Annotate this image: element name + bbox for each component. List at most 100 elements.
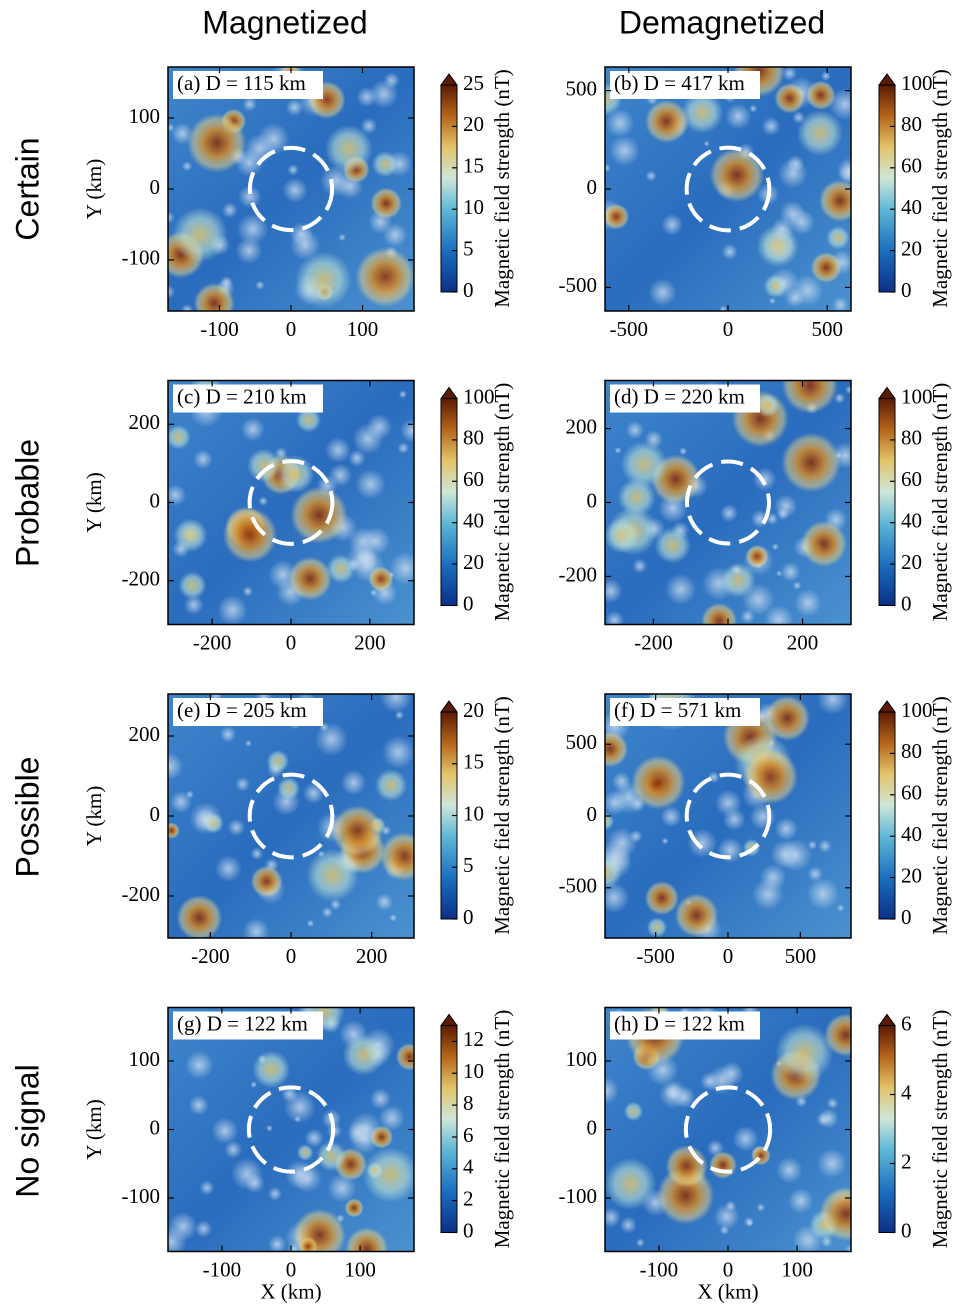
- anomaly: [681, 91, 724, 134]
- crater: [645, 170, 657, 182]
- crater: [398, 390, 407, 399]
- anomaly: [819, 1186, 851, 1241]
- row-title: Certain: [9, 137, 45, 240]
- crater: [238, 185, 262, 209]
- crater: [782, 67, 797, 81]
- anomaly: [295, 407, 322, 433]
- colorbar-tick-label: 4: [463, 1155, 474, 1179]
- colorbar-tick-label: 6: [901, 1011, 912, 1035]
- crater: [635, 1238, 645, 1248]
- crater: [665, 573, 697, 605]
- anomaly: [266, 749, 290, 773]
- crater: [188, 1095, 209, 1116]
- colorbar-tick-label: 4: [901, 1080, 912, 1104]
- colorbar-tick-label: 60: [901, 467, 922, 491]
- y-tick-label: 200: [129, 410, 161, 434]
- x-tick-label: 200: [787, 630, 819, 654]
- anomaly: [605, 855, 622, 890]
- crater: [605, 163, 611, 173]
- crater: [661, 837, 669, 845]
- colorbar-extend: [878, 1013, 896, 1026]
- y-tick-label: 200: [129, 722, 161, 746]
- y-tick-label: 0: [587, 802, 598, 826]
- label-box: [173, 71, 323, 99]
- crater: [168, 484, 187, 506]
- colorbar-label: Magnetic field strength (nT): [928, 696, 952, 935]
- anomaly: [806, 80, 836, 111]
- colorbar: [878, 84, 896, 293]
- colorbar-tick-label: 5: [463, 236, 474, 260]
- crater: [605, 578, 623, 604]
- anomaly: [605, 203, 630, 230]
- colorbar-tick-label: 10: [463, 1059, 484, 1083]
- x-tick-label: 0: [286, 317, 297, 341]
- colorbar-tick-label: 25: [463, 71, 484, 95]
- crater: [632, 558, 648, 574]
- crater: [759, 864, 787, 891]
- colorbar-tick-label: 80: [901, 739, 922, 763]
- label-box: [610, 71, 760, 99]
- map-panel: (c) D = 210 km -200 0 200 -200 0 200 Y (km) 0 20 4…: [82, 379, 514, 654]
- crater-rim: [684, 772, 772, 860]
- anomaly: [203, 813, 224, 834]
- anomaly: [745, 545, 769, 569]
- anomaly: [252, 1050, 291, 1089]
- crater: [193, 449, 213, 470]
- colorbar-label: Magnetic field strength (nT): [928, 1010, 952, 1249]
- crater-rim: [247, 145, 335, 233]
- anomaly: [709, 1151, 737, 1179]
- y-tick-label: -100: [122, 246, 161, 270]
- row-title: Probable: [9, 439, 45, 567]
- anomaly: [293, 1208, 346, 1252]
- crater: [282, 177, 308, 203]
- anomaly: [326, 554, 356, 584]
- x-tick-label: -100: [200, 317, 239, 341]
- panel-label: (a) D = 115 km: [177, 71, 306, 95]
- crater: [314, 722, 348, 756]
- crater: [838, 164, 851, 184]
- crater: [360, 117, 378, 135]
- diameter-label: D = 210 km: [206, 384, 307, 408]
- crater: [369, 1088, 392, 1110]
- y-tick-label: -100: [122, 1184, 161, 1208]
- anomaly: [631, 755, 686, 810]
- crater: [361, 526, 391, 556]
- anomaly: [187, 113, 247, 173]
- colorbar-tick-label: 0: [901, 1218, 912, 1242]
- crater: [648, 278, 677, 307]
- panel-label: (h) D = 122 km: [614, 1011, 745, 1035]
- colorbar-extend: [878, 73, 896, 86]
- crater: [777, 158, 808, 189]
- x-tick-label: 200: [356, 944, 388, 968]
- anomaly: [620, 441, 668, 488]
- colorbar: [878, 711, 896, 920]
- anomaly: [774, 82, 806, 114]
- map-panel: (d) D = 220 km -200 0 200 -200 0 200 0 20 40 60 80 1…: [559, 379, 952, 654]
- y-tick-label: 0: [587, 1115, 598, 1139]
- y-tick-label: 0: [150, 802, 161, 826]
- anomaly: [764, 695, 811, 741]
- crater: [625, 420, 645, 440]
- colorbar-tick-label: 0: [463, 905, 474, 929]
- y-tick-label: -200: [122, 567, 161, 591]
- anomaly: [295, 251, 352, 309]
- x-tick-label: 500: [785, 944, 817, 968]
- anomaly: [193, 282, 235, 311]
- anomaly: [654, 527, 691, 564]
- anomaly: [674, 893, 719, 938]
- panel-label: (f) D = 571 km: [614, 698, 741, 722]
- anomaly: [172, 207, 228, 263]
- crater: [265, 1124, 273, 1132]
- crater: [756, 1203, 766, 1212]
- crater: [281, 1085, 299, 1103]
- x-axis-label: X (km): [697, 1279, 758, 1303]
- crater: [375, 893, 393, 911]
- colorbar-label: Magnetic field strength (nT): [490, 383, 514, 622]
- crater: [806, 877, 840, 911]
- colorbar-extend: [440, 700, 458, 713]
- anomaly: [756, 224, 799, 268]
- anomaly: [362, 1147, 414, 1203]
- anomaly: [370, 187, 402, 220]
- anomaly: [331, 805, 384, 857]
- crater: [235, 776, 251, 792]
